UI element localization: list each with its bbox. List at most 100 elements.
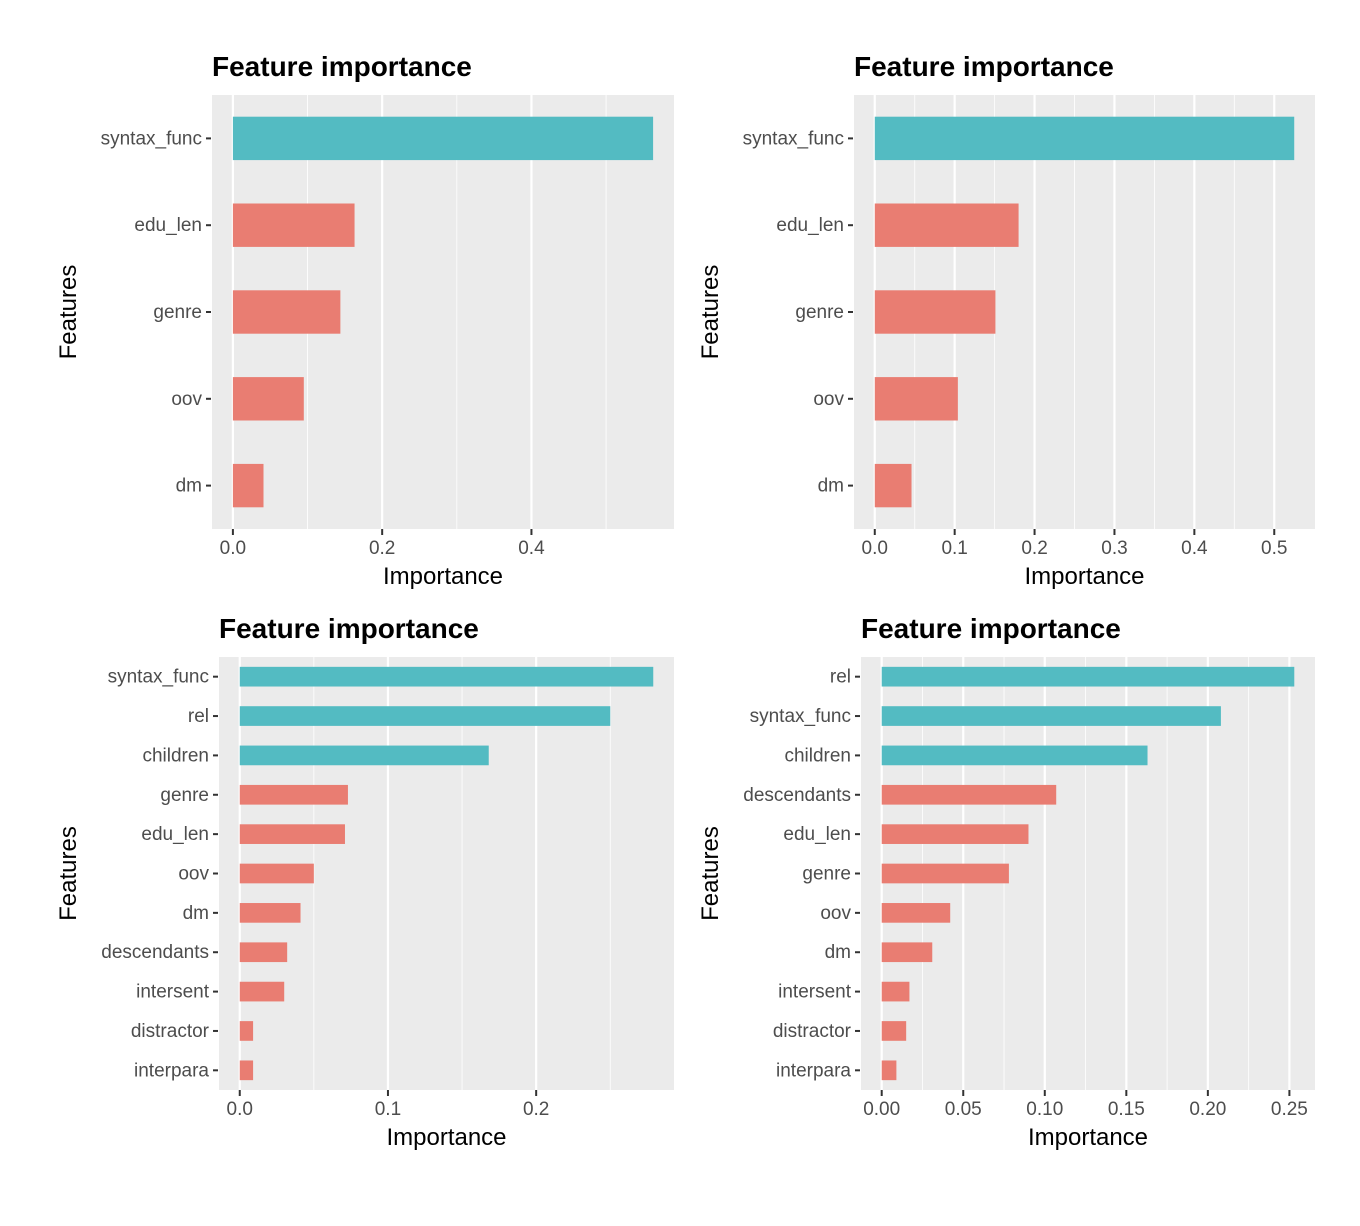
y-tick-label: syntax_func — [101, 128, 202, 149]
bar-interpara — [239, 1060, 254, 1081]
y-tick-label: dm — [183, 903, 209, 924]
bar-intersent — [239, 981, 285, 1002]
y-tick-label: descendants — [743, 785, 851, 806]
x-tick-label: 0.2 — [523, 1099, 549, 1120]
x-tick-label: 0.05 — [945, 1099, 982, 1120]
x-tick-label: 0.4 — [1181, 538, 1208, 559]
y-tick-label: oov — [820, 903, 851, 924]
y-tick-label: oov — [813, 389, 844, 410]
x-tick-label: 0.2 — [1021, 538, 1047, 559]
y-tick-label: dm — [825, 942, 851, 963]
x-tick-label: 0.25 — [1271, 1099, 1308, 1120]
y-tick-label: interpara — [776, 1060, 851, 1081]
x-tick-label: 0.0 — [220, 538, 246, 559]
bar-genre — [232, 290, 341, 334]
bar-descendants — [239, 942, 288, 963]
y-tick-label: dm — [818, 476, 844, 497]
x-tick-label: 0.5 — [1261, 538, 1287, 559]
x-tick-label: 0.2 — [369, 538, 395, 559]
bar-dm — [239, 903, 301, 923]
x-tick-label: 0.00 — [863, 1099, 900, 1120]
feature-importance-chart-4: rel syntax_func children descendants edu_len… — [697, 613, 1315, 1151]
bar-syntax_func — [881, 706, 1221, 726]
bar-dm — [881, 942, 933, 963]
bar-syntax_func — [874, 116, 1295, 161]
bar-genre — [874, 290, 996, 334]
bar-distractor — [881, 1021, 907, 1041]
bar-syntax_func — [232, 116, 654, 161]
bar-edu_len — [881, 824, 1029, 844]
x-tick-label: 0.10 — [1026, 1099, 1063, 1120]
y-tick-label: genre — [153, 302, 202, 323]
chart-title: Feature importance — [219, 613, 479, 644]
y-axis-title: Features — [55, 265, 82, 360]
x-axis-title: Importance — [386, 1124, 506, 1151]
chart-title: Feature importance — [861, 613, 1121, 644]
y-tick-label: distractor — [773, 1021, 852, 1042]
x-tick-label: 0.20 — [1189, 1099, 1226, 1120]
bar-syntax_func — [239, 666, 654, 687]
bar-distractor — [239, 1021, 254, 1041]
chart-panel-bottom-right: rel syntax_func children descendants edu_len… — [642, 600, 1342, 1200]
x-tick-label: 0.0 — [862, 538, 888, 559]
bar-interpara — [881, 1060, 897, 1081]
bar-oov — [239, 863, 314, 884]
bar-rel — [881, 666, 1295, 687]
x-axis-title: Importance — [1024, 563, 1144, 590]
bar-edu_len — [232, 203, 355, 247]
y-axis-title: Features — [697, 826, 724, 921]
bar-descendants — [881, 784, 1057, 805]
y-tick-label: genre — [802, 864, 851, 885]
y-tick-label: edu_len — [776, 215, 844, 236]
y-tick-label: rel — [188, 706, 209, 727]
y-tick-label: syntax_func — [108, 667, 209, 688]
x-tick-label: 0.1 — [375, 1099, 401, 1120]
y-tick-label: children — [142, 745, 209, 766]
y-tick-label: dm — [176, 476, 202, 497]
bar-edu_len — [874, 203, 1019, 247]
y-tick-label: oov — [178, 864, 209, 885]
y-axis-title: Features — [55, 826, 82, 921]
bar-genre — [239, 784, 348, 805]
x-tick-label: 0.0 — [227, 1099, 253, 1120]
y-tick-label: edu_len — [141, 824, 209, 845]
y-axis-title: Features — [697, 265, 724, 360]
y-tick-label: syntax_func — [743, 128, 844, 149]
x-tick-label: 0.1 — [941, 538, 967, 559]
chart-title: Feature importance — [212, 51, 472, 82]
x-tick-label: 0.3 — [1101, 538, 1127, 559]
y-tick-label: descendants — [101, 942, 209, 963]
bar-oov — [881, 903, 951, 923]
y-tick-label: distractor — [131, 1021, 210, 1042]
x-tick-label: 0.4 — [518, 538, 545, 559]
bar-rel — [239, 706, 611, 726]
bar-dm — [874, 463, 912, 508]
y-tick-label: interpara — [134, 1060, 209, 1081]
bar-genre — [881, 863, 1009, 884]
y-tick-label: intersent — [136, 982, 210, 1003]
y-tick-label: genre — [160, 785, 209, 806]
bar-intersent — [881, 981, 910, 1002]
y-tick-label: edu_len — [134, 215, 202, 236]
y-tick-label: syntax_func — [750, 706, 851, 727]
y-tick-label: oov — [171, 389, 202, 410]
bar-children — [881, 745, 1148, 766]
x-axis-title: Importance — [1028, 1124, 1148, 1151]
bar-children — [239, 745, 489, 766]
y-tick-label: edu_len — [783, 824, 851, 845]
bar-dm — [232, 463, 264, 508]
x-tick-label: 0.15 — [1108, 1099, 1145, 1120]
x-axis-title: Importance — [383, 563, 503, 590]
y-tick-label: genre — [795, 302, 844, 323]
bar-oov — [874, 377, 958, 421]
bar-oov — [232, 377, 304, 421]
bar-edu_len — [239, 824, 345, 844]
y-tick-label: rel — [830, 667, 851, 688]
chart-title: Feature importance — [854, 51, 1114, 82]
